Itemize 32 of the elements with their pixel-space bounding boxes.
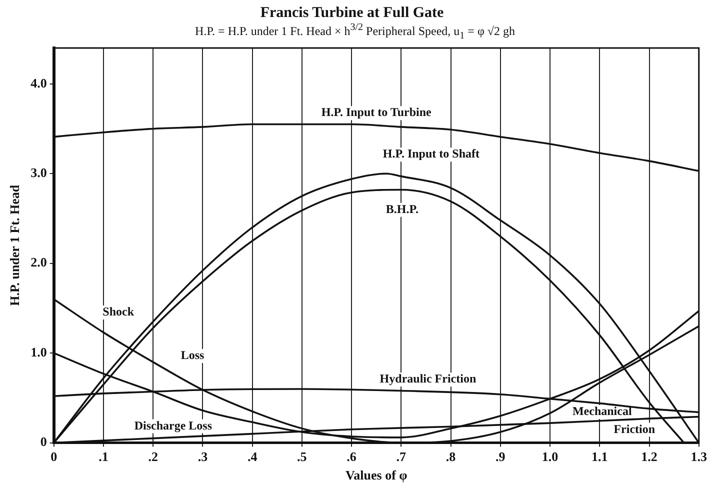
x-tick-label: .8	[446, 448, 456, 464]
annotation: Hydraulic Friction	[380, 372, 476, 386]
x-axis-title: Values of φ	[345, 468, 408, 483]
y-tick-label: 3.0	[30, 164, 47, 180]
annotation: Friction	[614, 422, 656, 436]
x-tick-label: .3	[198, 448, 208, 464]
chart-title: Francis Turbine at Full Gate	[260, 4, 444, 21]
annotation: H.P. Input to Shaft	[382, 146, 480, 161]
x-tick-label: .7	[396, 448, 407, 464]
annotation: B.H.P.	[386, 202, 418, 216]
chart-subtitle: H.P. = H.P. under 1 Ft. Head × h$^{3/2}$ Peripheral Speed, u$_{1}$ = φ √2 gh	[194, 22, 516, 42]
x-tick-label: .1	[98, 448, 108, 464]
annotation: Loss	[180, 348, 205, 362]
x-tick-label: 1.1	[592, 448, 608, 464]
x-tick-label: 0	[50, 448, 58, 464]
annotation: Shock	[102, 304, 134, 319]
x-tick-label: .4	[247, 448, 258, 464]
x-tick-label: .5	[297, 448, 308, 464]
x-tick-label: 1.0	[542, 448, 558, 464]
y-axis-title: H.P. under 1 Ft. Head	[7, 184, 22, 306]
y-tick-label: 0	[40, 434, 47, 450]
annotation: Mechanical	[572, 404, 632, 418]
y-tick-label: 1.0	[30, 344, 47, 360]
y-tick-label: 2.0	[30, 254, 47, 270]
x-tick-label: 1.2	[641, 448, 658, 464]
x-tick-label: .6	[346, 448, 357, 464]
x-tick-label: 1.3	[690, 448, 708, 464]
annotation: H.P. Input to Turbine	[321, 105, 432, 120]
y-tick-label: 4.0	[30, 75, 47, 90]
annotation: Discharge Loss	[134, 418, 212, 432]
x-tick-label: .9	[496, 448, 506, 464]
x-tick-label: .2	[148, 448, 158, 464]
